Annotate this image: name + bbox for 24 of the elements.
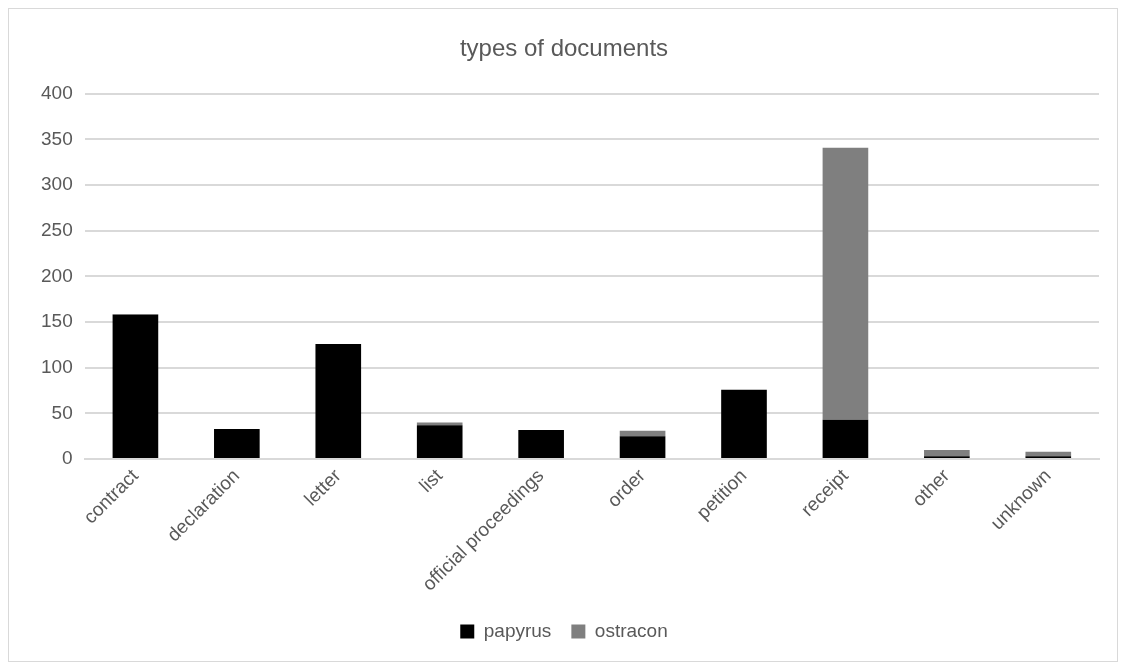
bar <box>822 419 869 459</box>
x-tick-label: list <box>414 464 447 497</box>
bar <box>619 430 666 437</box>
bar <box>518 429 564 459</box>
legend-label: papyrus <box>483 619 552 641</box>
y-tick-label: 350 <box>41 127 73 149</box>
y-tick-label: 150 <box>41 310 73 332</box>
legend-label: ostracon <box>594 619 668 641</box>
bar <box>822 147 869 420</box>
y-tick-label: 250 <box>41 219 73 241</box>
y-tick-label: 200 <box>41 264 73 286</box>
y-tick-label: 0 <box>62 447 73 469</box>
chart-title: types of documents <box>459 34 669 62</box>
bar <box>214 428 260 459</box>
y-tick-label: 50 <box>51 401 73 423</box>
bar <box>721 389 767 459</box>
bar <box>416 425 463 459</box>
bar <box>619 436 666 459</box>
y-tick-label: 300 <box>41 173 73 195</box>
bar <box>924 449 970 457</box>
y-tick-label: 400 <box>41 82 73 104</box>
bar <box>315 344 362 459</box>
bar <box>112 314 159 459</box>
y-tick-label: 100 <box>41 356 73 378</box>
